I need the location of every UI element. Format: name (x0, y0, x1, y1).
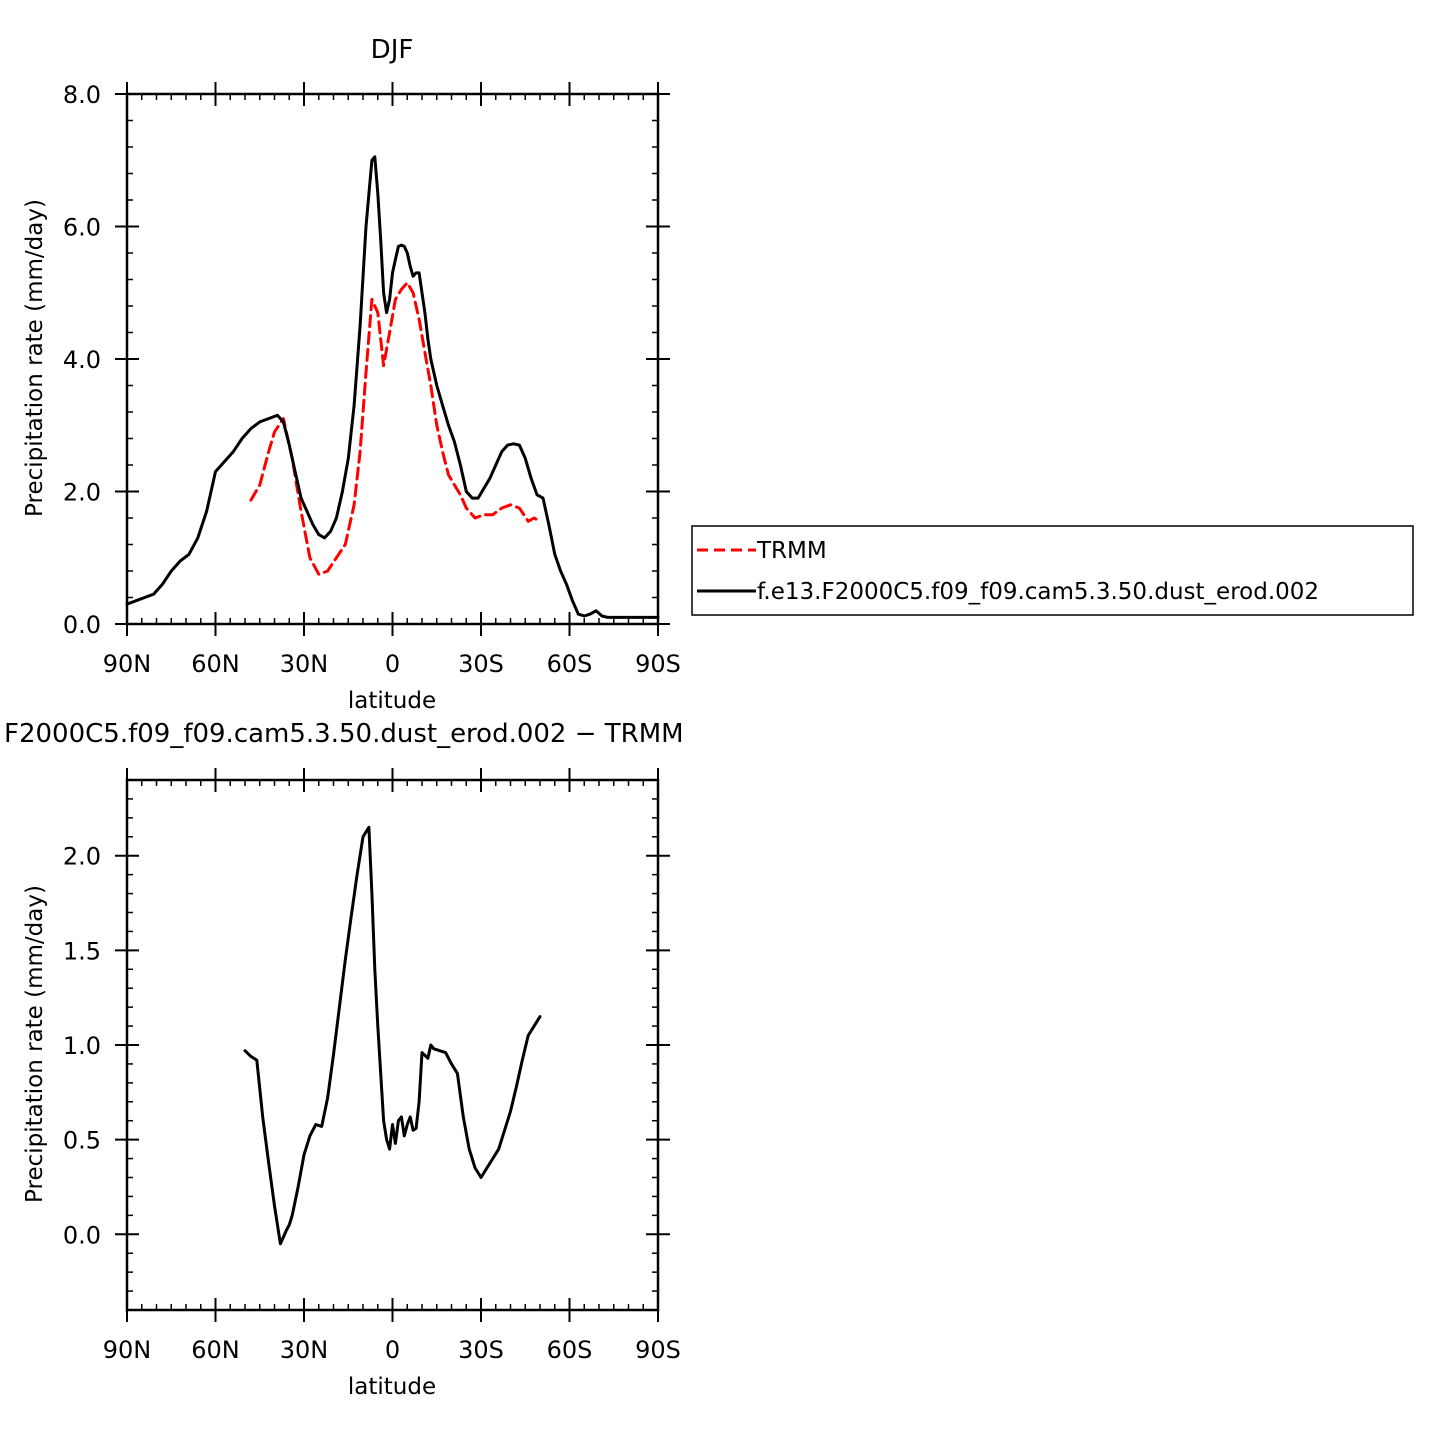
x-tick-label: 30N (280, 1336, 329, 1364)
x-tick-label: 60S (547, 1336, 593, 1364)
top-chart-title: DJF (371, 35, 414, 65)
bottom-plot-frame (125, 778, 660, 1312)
legend-box (691, 525, 1414, 616)
y-tick-label: 6.0 (63, 214, 101, 242)
top-x-axis-label: latitude (348, 688, 436, 714)
x-tick-label: 0 (385, 650, 400, 678)
bottom-chart-title: F2000C5.f09_f09.cam5.3.50.dust_erod.002 … (4, 719, 684, 749)
x-tick-label: 90N (103, 650, 152, 678)
x-tick-label: 60S (547, 650, 593, 678)
legend-model-label: f.e13.F2000C5.f09_f09.cam5.3.50.dust_ero… (757, 579, 1319, 605)
bottom-series-lines (243, 825, 542, 1246)
x-tick-label: 30S (458, 1336, 504, 1364)
top-panel: DJF latitude Precipitation rate (mm/day)… (22, 35, 681, 714)
y-tick-label: 1.5 (63, 937, 101, 965)
y-tick-label: 0.0 (63, 1221, 101, 1249)
x-tick-label: 60N (191, 1336, 240, 1364)
y-tick-label: 0.0 (63, 611, 101, 639)
series-line-difference (243, 825, 542, 1246)
x-tick-label: 90S (635, 650, 681, 678)
top-plot-frame (125, 92, 660, 626)
bottom-x-axis-label: latitude (348, 1374, 436, 1400)
top-y-axis-label: Precipitation rate (mm/day) (22, 199, 48, 517)
y-tick-label: 8.0 (63, 81, 101, 109)
x-tick-label: 30S (458, 650, 504, 678)
y-tick-label: 1.0 (63, 1032, 101, 1060)
legend: TRMM f.e13.F2000C5.f09_f09.cam5.3.50.dus… (691, 525, 1414, 616)
top-series-lines (125, 155, 660, 619)
bottom-y-axis-label: Precipitation rate (mm/day) (22, 885, 48, 1203)
bottom-panel: F2000C5.f09_f09.cam5.3.50.dust_erod.002 … (4, 719, 684, 1400)
y-tick-label: 0.5 (63, 1127, 101, 1155)
x-tick-label: 60N (191, 650, 240, 678)
x-tick-label: 90N (103, 1336, 152, 1364)
bottom-axis-ticks: 90N 60N 30N 0 30S 60S 90S 0.0 0.5 1.0 1.5 2.0 (63, 768, 681, 1364)
x-tick-label: 90S (635, 1336, 681, 1364)
y-tick-label: 2.0 (63, 479, 101, 507)
y-tick-label: 2.0 (63, 843, 101, 871)
series-line-trmm (249, 281, 542, 576)
x-tick-label: 0 (385, 1336, 400, 1364)
y-tick-label: 4.0 (63, 346, 101, 374)
legend-trmm-label: TRMM (756, 538, 827, 564)
x-tick-label: 30N (280, 650, 329, 678)
series-line-f-e13-f2000c5-f09-f09-cam5-3-50-dust-erod-002 (125, 155, 660, 619)
